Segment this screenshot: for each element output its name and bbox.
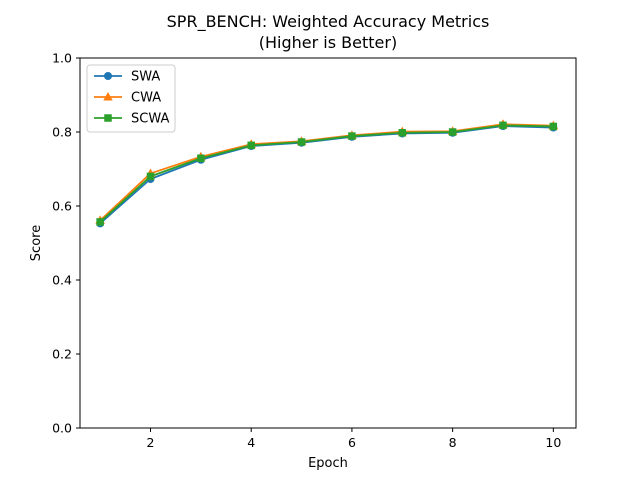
- chart-subtitle: (Higher is Better): [259, 33, 397, 52]
- x-axis: 2 4 6 8 10: [147, 428, 561, 450]
- plot-area: [95, 119, 559, 228]
- x-tick-label: 4: [247, 435, 255, 450]
- y-tick-label: 0.8: [52, 125, 72, 140]
- data-point-scwa: [549, 122, 558, 131]
- legend-label-cwa: CWA: [131, 91, 161, 106]
- legend-marker-cwa: [103, 92, 113, 101]
- legend-marker-swa: [104, 72, 112, 80]
- data-point-scwa: [448, 128, 457, 136]
- plot-frame: [79, 57, 577, 429]
- data-point-scwa: [398, 128, 407, 137]
- y-tick-label: 1.0: [52, 51, 72, 66]
- x-tick-label: 6: [348, 435, 356, 450]
- x-tick-label: 8: [449, 435, 457, 450]
- chart-title: SPR_BENCH: Weighted Accuracy Metrics: [167, 12, 490, 32]
- data-point-scwa: [499, 121, 507, 130]
- x-tick-label: 2: [147, 435, 155, 450]
- series-line-swa: [99, 125, 554, 225]
- legend-marker-scwa: [104, 114, 112, 122]
- data-point-scwa: [297, 138, 306, 146]
- data-point-scwa: [348, 132, 356, 140]
- data-point-scwa: [146, 172, 155, 181]
- legend-label-scwa: SCWA: [131, 112, 169, 127]
- y-axis-title: Score: [29, 225, 44, 261]
- y-tick-label: 0.4: [52, 273, 72, 288]
- legend-label-swa: SWA: [131, 70, 160, 85]
- data-point-scwa: [197, 154, 205, 163]
- legend: SWA CWA SCWA: [86, 64, 176, 133]
- y-tick-label: 0.2: [52, 347, 72, 362]
- y-tick-label: 0.0: [52, 421, 72, 436]
- x-tick-label: 10: [545, 435, 561, 450]
- data-point-scwa: [247, 141, 255, 150]
- y-tick-label: 0.6: [52, 199, 72, 214]
- data-point-scwa: [96, 218, 104, 226]
- series-scwa: [96, 121, 558, 226]
- x-axis-title: Epoch: [308, 456, 348, 471]
- y-axis: 0.0 0.2 0.4 0.6 0.8 1.0: [52, 51, 80, 436]
- series-line-scwa: [99, 124, 554, 223]
